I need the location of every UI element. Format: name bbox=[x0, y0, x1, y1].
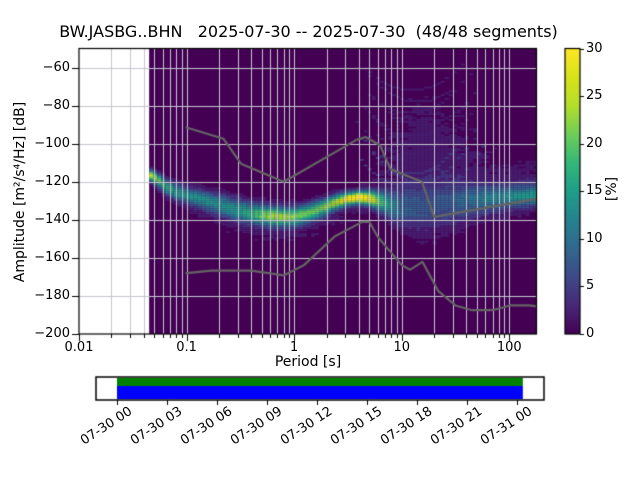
y-tick-label: −160 bbox=[34, 249, 70, 265]
colorbar-tick-label: 25 bbox=[586, 88, 603, 104]
colorbar-tick-label: 5 bbox=[586, 278, 595, 294]
x-tick-label: 1 bbox=[290, 340, 299, 355]
colorbar-tick-label: 20 bbox=[586, 135, 603, 151]
y-tick-label: −180 bbox=[34, 287, 70, 303]
colorbar-tick-label: 0 bbox=[586, 326, 595, 341]
x-tick-label: 0.01 bbox=[64, 340, 94, 355]
colorbar-tick-label: 10 bbox=[586, 230, 603, 246]
y-tick-label: −140 bbox=[34, 211, 70, 227]
x-tick-label: 0.1 bbox=[176, 340, 197, 355]
y-tick-label: −200 bbox=[34, 326, 70, 341]
y-tick-label: −120 bbox=[34, 173, 70, 189]
colorbar-tick-label: 15 bbox=[586, 183, 603, 199]
y-tick-label: −60 bbox=[42, 59, 70, 75]
x-tick-label: 100 bbox=[496, 340, 522, 355]
chart-title: BW.JASBG..BHN 2025-07-30 -- 2025-07-30 (… bbox=[59, 22, 558, 41]
colorbar-tick-label: 30 bbox=[586, 40, 603, 56]
x-axis-label: Period [s] bbox=[274, 354, 342, 370]
x-tick-label: 10 bbox=[393, 340, 410, 355]
colorbar-label: [%] bbox=[604, 176, 620, 202]
y-tick-label: −100 bbox=[34, 135, 70, 151]
y-tick-label: −80 bbox=[42, 97, 70, 113]
